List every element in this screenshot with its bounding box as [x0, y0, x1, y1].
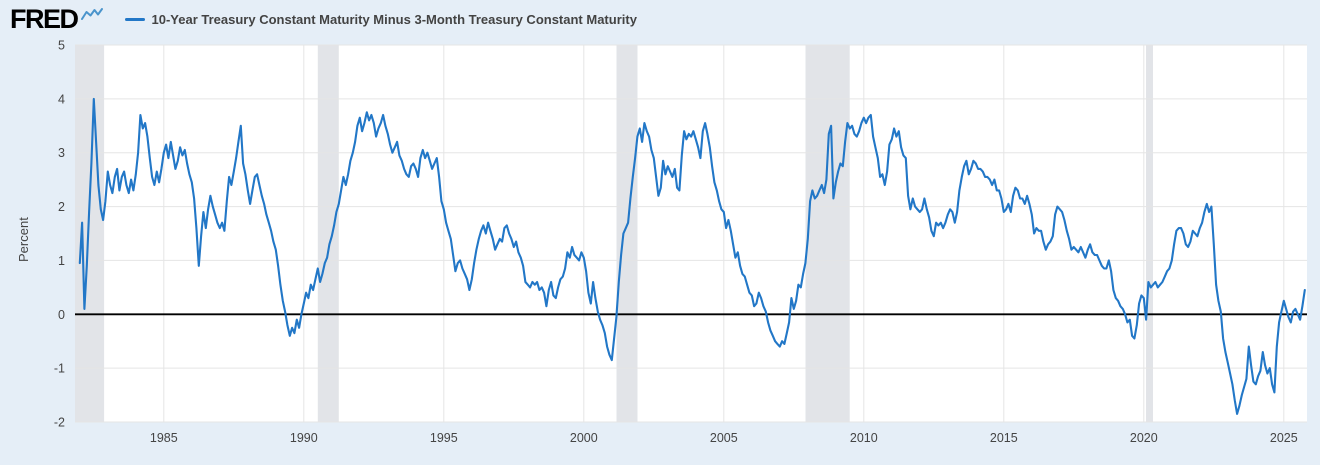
fred-logo[interactable]: FRED	[10, 3, 103, 34]
series-line	[78, 97, 1306, 415]
y-tick-label: -1	[54, 362, 65, 376]
x-tick-label: 1990	[290, 431, 318, 445]
x-tick-label: 1995	[430, 431, 458, 445]
series-line-swatch	[124, 17, 145, 21]
series-legend-label: 10-Year Treasury Constant Maturity Minus…	[151, 11, 637, 27]
recession-band	[1146, 45, 1153, 422]
recession-band	[805, 45, 850, 422]
x-tick-label: 2005	[710, 431, 738, 445]
y-tick-label: -2	[54, 416, 65, 430]
recession-band	[75, 45, 105, 422]
recession-band	[317, 45, 339, 422]
recession-band	[616, 45, 638, 422]
x-tick-label: 2025	[1270, 431, 1298, 445]
series-legend[interactable]: 10-Year Treasury Constant Maturity Minus…	[124, 11, 637, 27]
graph-header: FRED 10-Year Treasury Constant Maturity …	[0, 0, 1320, 38]
x-tick-label: 2020	[1130, 431, 1158, 445]
y-tick-label: 4	[58, 92, 65, 106]
y-tick-label: 2	[58, 200, 65, 214]
x-tick-label: 2010	[850, 431, 878, 445]
x-tick-label: 2000	[570, 431, 598, 445]
y-tick-label: 0	[58, 308, 65, 322]
fred-logo-text: FRED	[10, 3, 79, 34]
x-tick-label: 1985	[150, 431, 178, 445]
y-tick-label: 1	[58, 254, 65, 268]
y-tick-label: 3	[58, 146, 65, 160]
fred-logo-chart-icon	[80, 7, 103, 20]
plot-area	[75, 45, 1307, 422]
x-tick-label: 2015	[990, 431, 1018, 445]
y-tick-label: 5	[58, 39, 65, 53]
